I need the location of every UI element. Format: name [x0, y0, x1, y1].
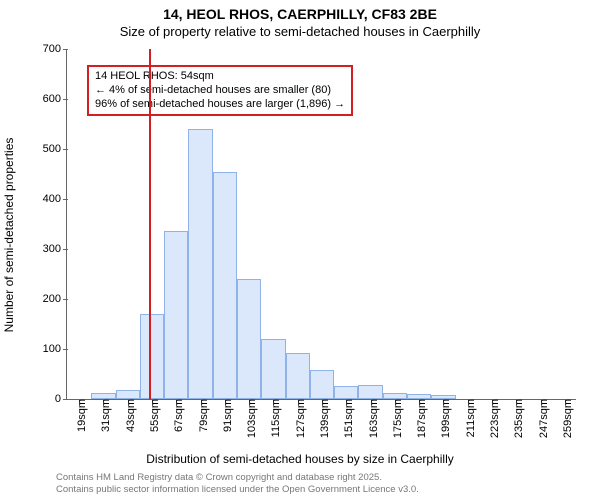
y-axis-label: Number of semi-detached properties	[2, 40, 16, 235]
callout-line3: 96% of semi-detached houses are larger (…	[95, 98, 345, 112]
x-tick-label: 91sqm	[216, 399, 234, 432]
x-tick-label: 259sqm	[556, 399, 574, 438]
x-tick-label: 31sqm	[94, 399, 112, 432]
x-tick-label: 187sqm	[410, 399, 428, 438]
histogram-bar	[237, 279, 261, 399]
histogram-bar	[164, 231, 188, 399]
y-tick: 200	[43, 293, 67, 305]
histogram-bar	[188, 129, 212, 399]
callout-line2: ← 4% of semi-detached houses are smaller…	[95, 84, 345, 98]
x-tick-label: 199sqm	[434, 399, 452, 438]
histogram-bar	[261, 339, 285, 399]
histogram-bar	[358, 385, 382, 399]
footer-attribution: Contains HM Land Registry data © Crown c…	[56, 472, 419, 496]
x-tick-label: 163sqm	[362, 399, 380, 438]
callout-line1: 14 HEOL RHOS: 54sqm	[95, 70, 345, 84]
x-tick-label: 67sqm	[167, 399, 185, 432]
x-tick-label: 103sqm	[240, 399, 258, 438]
y-tick: 0	[55, 393, 67, 405]
callout-box: 14 HEOL RHOS: 54sqm ← 4% of semi-detache…	[87, 65, 353, 116]
y-tick: 500	[43, 143, 67, 155]
y-tick: 100	[43, 343, 67, 355]
x-tick-label: 115sqm	[264, 399, 282, 437]
plot-area: 14 HEOL RHOS: 54sqm ← 4% of semi-detache…	[66, 50, 576, 400]
x-tick-label: 79sqm	[192, 399, 210, 432]
histogram-bar	[310, 370, 334, 399]
x-tick-label: 235sqm	[507, 399, 525, 438]
x-tick-label: 211sqm	[459, 399, 477, 437]
histogram-bar	[286, 353, 310, 399]
title-main: 14, HEOL RHOS, CAERPHILLY, CF83 2BE	[0, 6, 600, 22]
y-tick: 600	[43, 93, 67, 105]
x-tick-label: 247sqm	[532, 399, 550, 438]
footer-line1: Contains HM Land Registry data © Crown c…	[56, 472, 419, 484]
x-tick-label: 151sqm	[337, 399, 355, 438]
histogram-bar	[140, 314, 164, 399]
title-block: 14, HEOL RHOS, CAERPHILLY, CF83 2BE Size…	[0, 6, 600, 39]
histogram-bar	[116, 390, 140, 399]
x-tick-label: 55sqm	[143, 399, 161, 432]
x-tick-label: 19sqm	[70, 399, 88, 432]
x-tick-label: 139sqm	[313, 399, 331, 438]
footer-line2: Contains public sector information licen…	[56, 484, 419, 496]
y-tick: 300	[43, 243, 67, 255]
y-tick: 700	[43, 43, 67, 55]
x-tick-label: 127sqm	[289, 399, 307, 438]
x-axis-label: Distribution of semi-detached houses by …	[0, 452, 600, 466]
chart-stage: 14, HEOL RHOS, CAERPHILLY, CF83 2BE Size…	[0, 0, 600, 500]
x-tick-label: 43sqm	[119, 399, 137, 432]
y-tick: 400	[43, 193, 67, 205]
title-sub: Size of property relative to semi-detach…	[0, 24, 600, 39]
x-tick-label: 175sqm	[386, 399, 404, 438]
histogram-bar	[213, 172, 237, 399]
x-tick-label: 223sqm	[483, 399, 501, 438]
marker-line	[149, 49, 151, 399]
histogram-bar	[334, 386, 358, 399]
